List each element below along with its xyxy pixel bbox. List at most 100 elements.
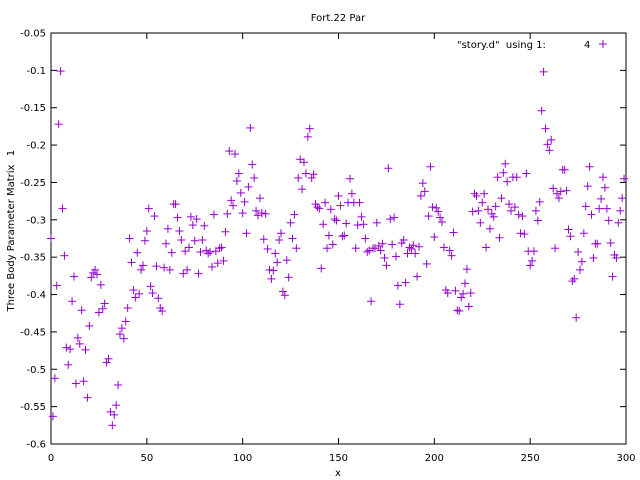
data-point xyxy=(60,251,69,260)
data-point xyxy=(321,198,330,207)
data-point xyxy=(250,173,259,182)
data-point xyxy=(91,265,100,274)
data-point xyxy=(595,204,604,213)
data-point xyxy=(466,289,475,298)
data-point xyxy=(405,243,414,252)
data-point xyxy=(319,220,328,229)
data-point xyxy=(484,205,492,214)
data-point xyxy=(261,209,270,218)
data-point xyxy=(56,67,65,76)
data-point xyxy=(102,358,111,367)
data-point xyxy=(114,380,123,389)
data-point xyxy=(100,299,109,308)
data-point xyxy=(209,210,218,219)
data-point xyxy=(290,210,299,219)
data-point xyxy=(179,269,188,278)
data-point xyxy=(424,212,433,221)
data-point xyxy=(150,212,159,221)
x-tick-label: 50 xyxy=(140,453,153,464)
data-point xyxy=(334,191,343,200)
data-point xyxy=(382,261,391,270)
data-point xyxy=(518,212,527,221)
data-point xyxy=(315,204,324,213)
data-point xyxy=(248,160,257,169)
data-point xyxy=(562,186,571,195)
data-point xyxy=(265,265,274,274)
data-point xyxy=(416,191,425,200)
data-point xyxy=(48,412,57,421)
data-point xyxy=(430,233,439,242)
data-point xyxy=(58,204,67,213)
data-point xyxy=(326,205,335,214)
x-tick-label: 200 xyxy=(425,453,444,464)
data-point xyxy=(447,251,456,260)
data-point xyxy=(186,212,195,221)
data-point xyxy=(501,159,510,168)
data-point xyxy=(359,220,368,229)
data-point xyxy=(206,247,215,256)
data-point xyxy=(409,241,418,250)
data-point xyxy=(277,229,285,238)
y-tick-label: -0.55 xyxy=(20,402,46,413)
data-point xyxy=(537,106,546,115)
data-point xyxy=(286,218,295,227)
data-point xyxy=(271,249,280,258)
data-point xyxy=(476,218,485,227)
data-point xyxy=(336,201,345,210)
data-point xyxy=(200,221,209,230)
data-point xyxy=(572,313,581,322)
data-point xyxy=(77,306,86,315)
data-point xyxy=(570,274,579,283)
data-point xyxy=(183,265,192,274)
data-point xyxy=(564,225,573,234)
data-point xyxy=(438,218,446,227)
data-point xyxy=(87,273,96,282)
data-point xyxy=(231,150,239,159)
data-point xyxy=(190,236,199,245)
data-point xyxy=(307,173,316,182)
data-point xyxy=(455,306,464,315)
data-point xyxy=(453,306,462,315)
data-point xyxy=(273,258,282,267)
data-point xyxy=(434,207,443,216)
data-point xyxy=(347,189,356,198)
data-point xyxy=(449,228,458,237)
y-tick-label: -0.1 xyxy=(26,66,46,77)
data-point xyxy=(541,124,550,133)
data-point xyxy=(123,303,132,312)
data-point xyxy=(313,203,322,212)
data-point xyxy=(480,189,489,198)
data-point xyxy=(158,306,167,315)
data-point xyxy=(474,206,483,215)
data-point xyxy=(328,240,337,249)
data-point xyxy=(154,294,163,303)
data-point xyxy=(146,282,155,291)
data-point xyxy=(395,300,404,309)
chart-title: Fort.22 Par xyxy=(311,13,366,24)
data-point xyxy=(602,204,611,213)
data-point xyxy=(81,345,90,354)
data-point xyxy=(219,256,228,265)
x-axis-label: x xyxy=(335,468,341,479)
data-point xyxy=(73,333,82,342)
data-point xyxy=(94,308,103,317)
data-point xyxy=(378,239,387,248)
data-point xyxy=(340,231,349,240)
data-point xyxy=(353,221,362,230)
data-point xyxy=(177,235,186,244)
data-point xyxy=(104,354,113,363)
data-point xyxy=(520,230,529,239)
x-tick-label: 100 xyxy=(233,453,252,464)
data-point xyxy=(254,211,262,220)
data-point xyxy=(614,218,623,227)
data-point xyxy=(459,289,468,298)
data-point xyxy=(85,321,94,330)
data-point xyxy=(556,187,565,196)
data-point xyxy=(413,272,422,281)
data-point xyxy=(83,393,92,402)
data-point xyxy=(152,262,161,271)
plot-frame xyxy=(50,32,627,445)
data-point xyxy=(127,258,136,267)
data-point xyxy=(516,229,525,238)
x-axis-ticks: 0 50 100 150 200 250 300 xyxy=(48,33,636,464)
